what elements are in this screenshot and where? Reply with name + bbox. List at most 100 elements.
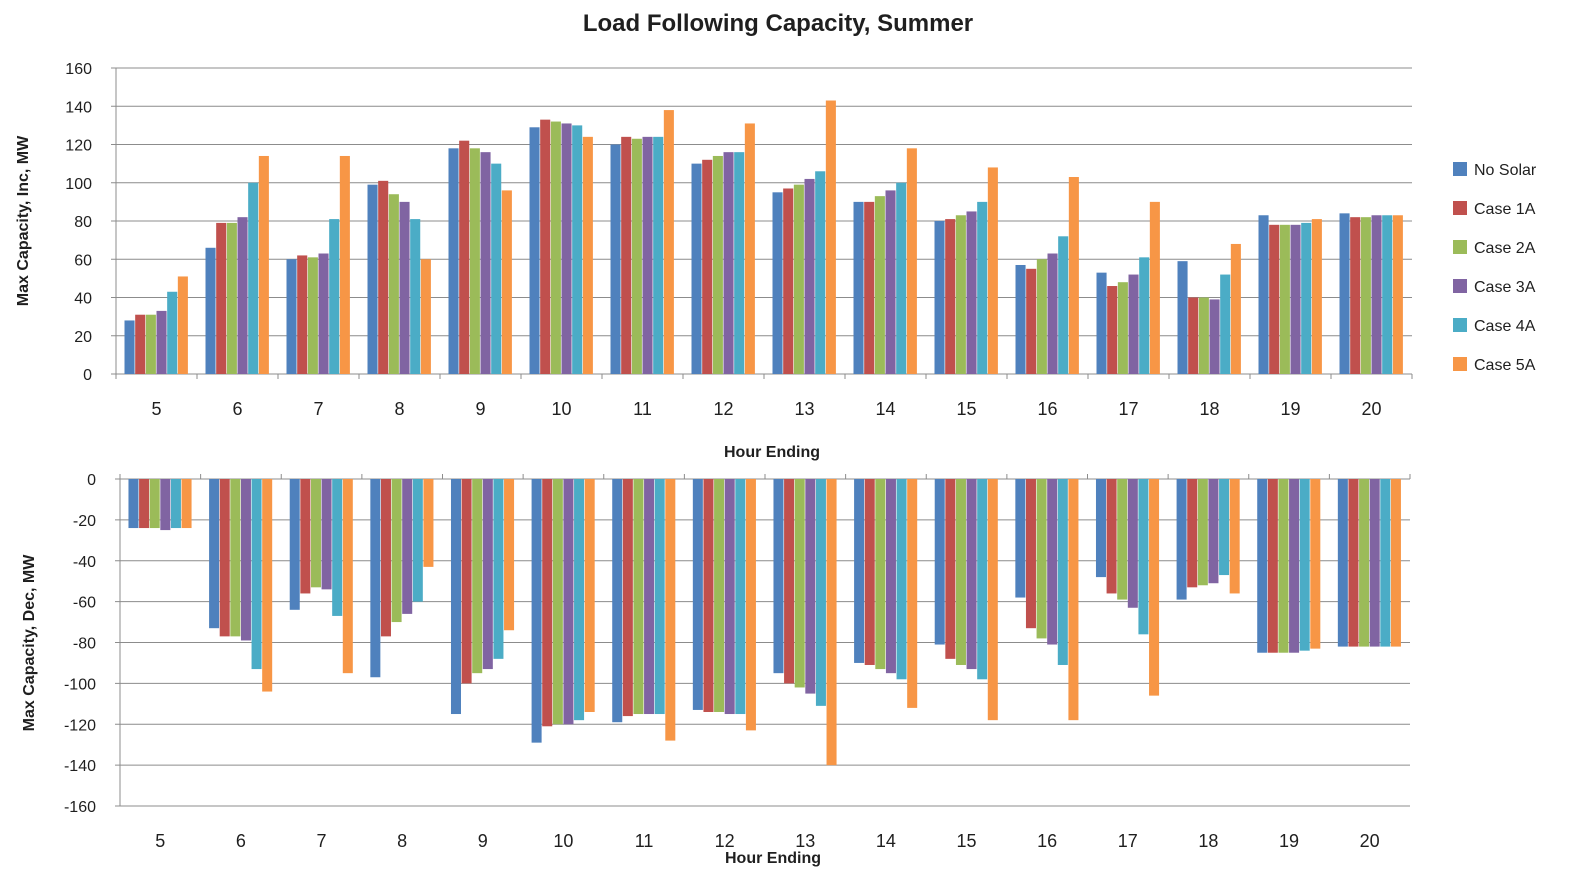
- bottom-category-label: 12: [715, 831, 735, 851]
- top-bar-no-solar: [286, 259, 297, 374]
- top-bar-no-solar: [205, 247, 216, 374]
- top-bar-case-3a: [1290, 224, 1301, 374]
- bottom-bar-case-4a: [251, 479, 262, 670]
- top-bar-case-4a: [977, 201, 988, 375]
- top-category-label: 15: [956, 399, 976, 419]
- bottom-bar-no-solar: [289, 479, 300, 610]
- top-bar-case-1a: [864, 201, 875, 375]
- bottom-bar-case-2a: [552, 479, 563, 725]
- top-bar-case-1a: [216, 222, 227, 374]
- chart-title: Load Following Capacity, Summer: [583, 10, 973, 37]
- top-bar-case-5a: [582, 136, 593, 374]
- bottom-bar-case-4a: [332, 479, 343, 616]
- top-bar-no-solar: [1258, 215, 1269, 374]
- top-category-label: 18: [1199, 399, 1219, 419]
- top-bar-no-solar: [367, 184, 378, 374]
- bottom-bar-no-solar: [1176, 479, 1187, 600]
- top-bar-case-2a: [388, 194, 399, 374]
- bottom-bar-case-3a: [563, 479, 574, 725]
- bottom-bar-case-4a: [1380, 479, 1391, 647]
- bottom-y-tick-label: -120: [64, 717, 96, 734]
- top-bar-case-1a: [459, 140, 470, 374]
- top-bar-case-5a: [501, 190, 512, 374]
- top-bar-case-2a: [793, 184, 804, 374]
- bottom-bar-case-5a: [665, 479, 676, 741]
- bottom-bar-case-3a: [1289, 479, 1300, 653]
- bottom-bar-case-4a: [1299, 479, 1310, 651]
- bottom-bar-case-1a: [703, 479, 714, 712]
- bottom-bar-case-3a: [805, 479, 816, 694]
- bottom-bar-case-3a: [240, 479, 251, 641]
- bottom-category-label: 16: [1037, 831, 1057, 851]
- top-bar-case-2a: [550, 121, 561, 374]
- top-bar-case-5a: [177, 276, 188, 374]
- bottom-bar-no-solar: [612, 479, 623, 723]
- top-bar-case-3a: [237, 217, 248, 374]
- bottom-bar-case-5a: [745, 479, 756, 731]
- bottom-bar-case-5a: [423, 479, 434, 567]
- top-bar-case-5a: [1392, 215, 1403, 374]
- top-bar-case-5a: [906, 148, 917, 374]
- top-bar-no-solar: [1015, 264, 1026, 374]
- top-bar-case-2a: [1360, 217, 1371, 374]
- bottom-bar-no-solar: [128, 479, 139, 529]
- top-bar-case-4a: [410, 219, 421, 374]
- top-bar-case-3a: [1209, 299, 1220, 374]
- bottom-y-tick-label: -60: [73, 595, 96, 612]
- bottom-bar-case-2a: [391, 479, 402, 623]
- top-bar-case-2a: [712, 155, 723, 374]
- top-bar-case-5a: [1149, 201, 1160, 375]
- bottom-y-tick-label: -100: [64, 676, 96, 693]
- bottom-bar-case-5a: [1149, 479, 1160, 696]
- bottom-bar-no-solar: [1095, 479, 1106, 578]
- top-bar-case-5a: [744, 123, 755, 375]
- top-bar-case-1a: [1026, 268, 1037, 374]
- bottom-category-label: 10: [553, 831, 573, 851]
- top-bar-case-1a: [1107, 286, 1118, 374]
- bottom-bar-no-solar: [450, 479, 461, 715]
- bottom-bar-case-1a: [380, 479, 391, 637]
- top-bar-case-1a: [783, 188, 794, 374]
- bottom-bar-case-1a: [784, 479, 795, 684]
- top-bar-no-solar: [1339, 213, 1350, 374]
- top-bar-case-4a: [329, 219, 340, 374]
- top-bar-case-3a: [399, 201, 410, 375]
- bottom-bar-no-solar: [1015, 479, 1026, 598]
- legend-label: Case 1A: [1474, 201, 1536, 218]
- top-bar-case-1a: [1188, 297, 1199, 374]
- top-category-label: 8: [394, 399, 404, 419]
- legend-label: Case 3A: [1474, 279, 1536, 296]
- top-bar-no-solar: [529, 127, 540, 374]
- top-bar-case-3a: [156, 310, 167, 374]
- bottom-bar-case-3a: [1127, 479, 1138, 608]
- top-category-label: 14: [875, 399, 895, 419]
- legend-swatch-case-5a: [1453, 357, 1467, 371]
- chart-legend: No Solar Case 1A Case 2A Case 3A Case 4A Case…: [1453, 162, 1537, 374]
- bottom-bar-case-5a: [987, 479, 998, 721]
- top-bar-case-3a: [1128, 274, 1139, 374]
- bottom-bar-case-2a: [149, 479, 160, 529]
- bottom-bar-case-4a: [574, 479, 585, 721]
- bottom-bar-case-2a: [1197, 479, 1208, 586]
- top-x-axis-title: Hour Ending: [724, 444, 820, 461]
- top-y-tick-label: 160: [65, 61, 92, 78]
- top-category-label: 11: [633, 399, 652, 419]
- bottom-category-label: 14: [876, 831, 896, 851]
- top-bar-case-2a: [307, 257, 318, 374]
- top-bar-case-1a: [378, 180, 389, 374]
- top-bar-case-4a: [1139, 257, 1150, 374]
- bottom-bar-case-3a: [644, 479, 655, 715]
- bottom-bar-no-solar: [773, 479, 784, 674]
- bottom-bar-case-1a: [1348, 479, 1359, 647]
- top-y-tick-label: 0: [83, 367, 92, 384]
- bottom-bar-case-5a: [1229, 479, 1240, 594]
- bottom-bar-case-2a: [472, 479, 483, 674]
- top-bar-no-solar: [772, 192, 783, 374]
- bottom-bar-case-2a: [310, 479, 321, 588]
- bottom-bar-no-solar: [854, 479, 865, 663]
- bottom-y-tick-label: -20: [73, 513, 96, 530]
- top-category-label: 10: [551, 399, 571, 419]
- bottom-bar-case-5a: [826, 479, 837, 766]
- bottom-bar-case-5a: [262, 479, 273, 692]
- top-bar-case-2a: [469, 148, 480, 374]
